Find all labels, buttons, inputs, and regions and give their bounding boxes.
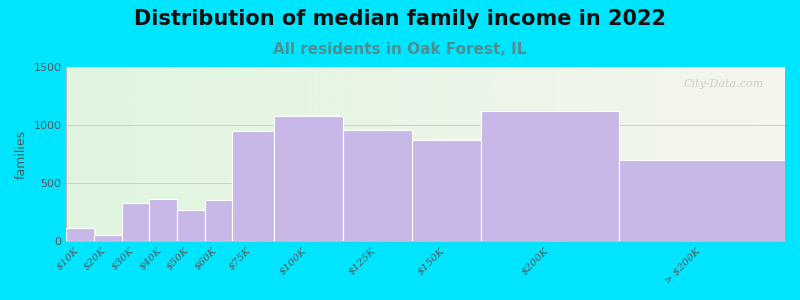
- Bar: [205, 200, 232, 241]
- Bar: [232, 131, 274, 241]
- Bar: [66, 228, 94, 241]
- Bar: [122, 203, 150, 241]
- Bar: [150, 199, 177, 241]
- Text: City-Data.com: City-Data.com: [683, 79, 763, 89]
- Y-axis label: families: families: [15, 130, 28, 178]
- Bar: [94, 235, 122, 241]
- Bar: [619, 160, 785, 241]
- Bar: [481, 111, 619, 241]
- Text: Distribution of median family income in 2022: Distribution of median family income in …: [134, 9, 666, 29]
- Bar: [412, 140, 481, 241]
- Bar: [274, 116, 342, 241]
- Bar: [342, 130, 412, 241]
- Text: All residents in Oak Forest, IL: All residents in Oak Forest, IL: [274, 42, 526, 57]
- Bar: [177, 210, 205, 241]
